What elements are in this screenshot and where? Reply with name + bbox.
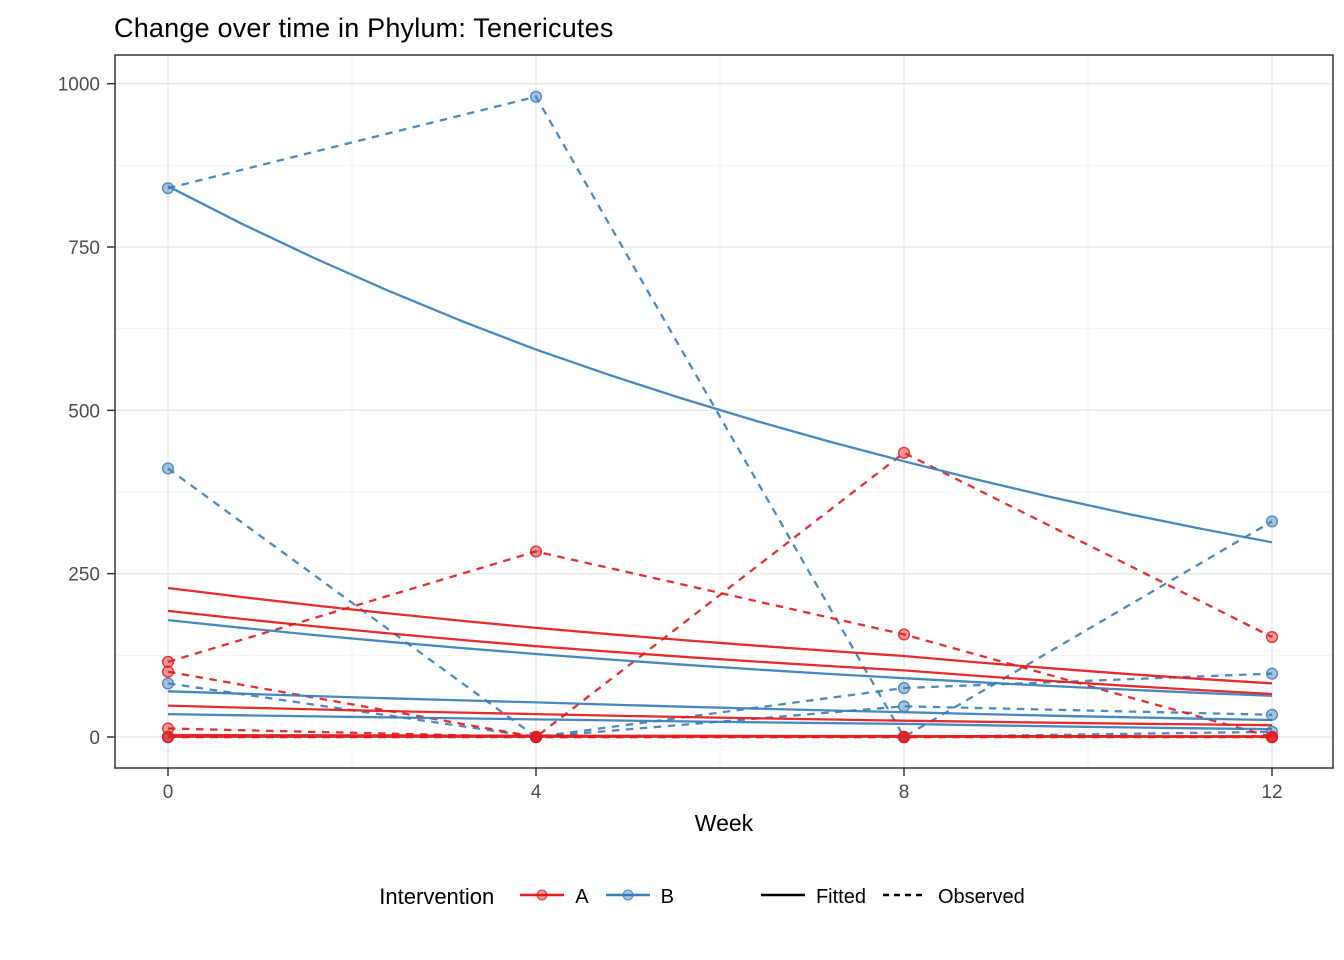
series-B1-observed-point — [529, 90, 543, 103]
series-A1-observed-point — [897, 628, 911, 641]
series-B1-observed-point — [1265, 515, 1279, 528]
series-A1-fitted-line — [167, 586, 1273, 685]
series-A1-observed-point — [161, 655, 175, 668]
legend-key-b-icon — [605, 886, 651, 909]
legend-label-b: B — [660, 885, 674, 908]
series-A3-fitted-line — [167, 704, 1273, 727]
series-B1-observed-line — [167, 95, 1273, 739]
series-A5-observed-point — [161, 730, 175, 744]
series-A2-observed-point — [161, 665, 175, 678]
series-A1-observed-line — [167, 550, 1273, 739]
series-B2-observed-point — [897, 681, 911, 695]
x-axis-title: Week — [694, 810, 754, 836]
legend-label-a: A — [575, 885, 589, 908]
y-tick-label: 750 — [68, 238, 100, 259]
legend-item-b: B — [605, 886, 674, 909]
series-A1-observed-point — [529, 545, 543, 558]
x-tick-label: 0 — [163, 782, 174, 803]
series-A2-observed-point — [897, 446, 911, 459]
series-B3-observed-point — [897, 700, 911, 713]
series-B3-observed-point — [161, 677, 175, 690]
series-B2-observed-line — [167, 467, 1273, 739]
legend-key-observed-icon — [882, 886, 928, 909]
series-A2-fitted-line — [167, 609, 1273, 696]
series-B3-observed-point — [1265, 708, 1279, 721]
series-A5-observed-point — [897, 730, 911, 744]
chart-title: Change over time in Phylum: Tenericutes — [114, 13, 614, 43]
y-tick-label: 0 — [89, 728, 100, 749]
series-B2-fitted-line — [167, 618, 1273, 697]
panel-border — [114, 54, 1334, 769]
legend-label-fitted: Fitted — [815, 885, 866, 908]
series-B2-observed-point — [1265, 667, 1279, 680]
legend-item-a: A — [519, 885, 589, 909]
plot-area: 0 250 500 750 1000 0 4 8 12 — [58, 54, 1334, 803]
series-B1-observed-point — [161, 182, 175, 195]
legend-item-observed: Observed — [882, 886, 1025, 909]
legend-label-observed: Observed — [937, 885, 1025, 908]
series-A5-observed-point — [1265, 730, 1279, 744]
series-A3-observed-point — [161, 722, 175, 735]
legend-key-fitted-icon — [760, 886, 806, 909]
legend-inner: Intervention A B Fitted Observed — [379, 884, 1040, 910]
x-tick-label: 8 — [899, 782, 910, 803]
y-tick-label: 1000 — [58, 75, 100, 96]
series-B4-fitted-line — [167, 712, 1273, 731]
series-A2-observed-line — [167, 451, 1273, 739]
series-B1-fitted-line — [167, 185, 1273, 544]
legend-title: Intervention — [379, 884, 495, 909]
y-tick-label: 250 — [68, 565, 100, 586]
series-B2-observed-point — [161, 462, 175, 475]
series-B3-fitted-line — [167, 690, 1273, 722]
x-tick-label: 12 — [1261, 782, 1282, 803]
legend: Intervention A B Fitted Observed — [0, 884, 1344, 910]
legend-item-fitted: Fitted — [760, 886, 866, 909]
legend-key-a-icon — [519, 886, 565, 909]
x-tick-label: 4 — [531, 782, 542, 803]
series-A2-observed-point — [1265, 630, 1279, 644]
series-A5-observed-point — [529, 730, 543, 744]
y-tick-label: 500 — [68, 401, 100, 422]
